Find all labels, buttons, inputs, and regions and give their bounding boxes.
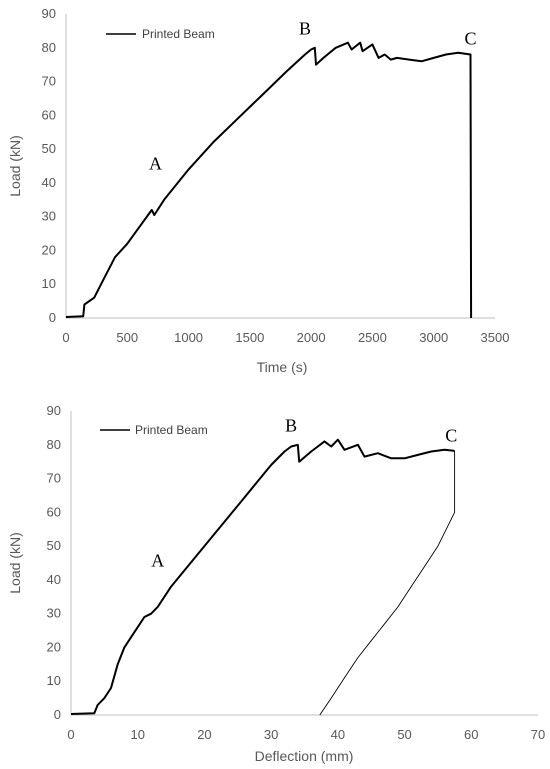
annotation-a: A [151,550,164,570]
y-tick-label: 30 [47,606,61,621]
x-tick-label: 40 [331,727,345,742]
x-tick-label: 10 [130,727,144,742]
x-tick-label: 2500 [358,330,387,345]
x-tick-label: 3000 [419,330,448,345]
x-tick-label: 70 [531,727,545,742]
y-tick-label: 60 [42,107,56,122]
y-tick-label: 50 [47,538,61,553]
y-tick-label: 70 [47,471,61,486]
y-tick-label: 40 [47,572,61,587]
y-tick-label: 0 [49,310,56,325]
y-tick-label: 40 [42,175,56,190]
legend: Printed Beam [106,27,215,41]
x-axis-title: Time (s) [257,359,308,375]
x-axis-title: Deflection (mm) [255,748,354,764]
annotations: A B C [149,18,477,173]
y-tick-label: 60 [47,504,61,519]
chart-deflection: 0 10 20 30 40 50 60 70 80 90 0 10 20 30 40 50 60 70 Prin… [7,403,545,764]
y-tick-label: 20 [47,639,61,654]
y-tick-label: 10 [42,276,56,291]
y-tick-labels: 0 10 20 30 40 50 60 70 80 90 [42,6,56,325]
x-tick-label: 2000 [297,330,326,345]
x-tick-label: 1500 [235,330,264,345]
y-tick-label: 30 [42,209,56,224]
y-axis-title: Load (kN) [7,532,23,593]
annotation-b: B [299,18,311,38]
annotation-b: B [285,415,297,435]
y-tick-label: 80 [47,437,61,452]
y-tick-labels: 0 10 20 30 40 50 60 70 80 90 [47,403,61,722]
x-tick-label: 500 [116,330,138,345]
x-tick-label: 0 [62,330,69,345]
annotation-c: C [464,28,476,48]
y-tick-label: 20 [42,242,56,257]
y-tick-label: 70 [42,74,56,89]
y-tick-label: 90 [47,403,61,418]
x-tick-label: 30 [264,727,278,742]
x-tick-label: 20 [197,727,211,742]
legend-label: Printed Beam [142,27,215,41]
x-tick-label: 50 [397,727,411,742]
y-tick-label: 50 [42,141,56,156]
x-tick-label: 3500 [481,330,510,345]
x-tick-label: 0 [67,727,74,742]
x-tick-labels: 0 500 1000 1500 2000 2500 3000 3500 [62,330,509,345]
chart-time: 0 10 20 30 40 50 60 70 80 90 0 500 1000 1500 2000 2500… [7,6,509,375]
x-tick-label: 1000 [174,330,203,345]
y-tick-label: 10 [47,673,61,688]
y-tick-label: 80 [42,40,56,55]
series-printed-beam-line [65,41,473,319]
series-printed-beam-unloading-line [319,450,456,716]
annotation-a: A [149,153,162,173]
legend: Printed Beam [100,423,208,437]
annotations: A B C [151,415,457,570]
legend-label: Printed Beam [135,423,208,437]
x-tick-label: 60 [464,727,478,742]
series-printed-beam-loading-line [70,438,455,715]
y-axis-title: Load (kN) [7,135,23,196]
annotation-c: C [445,425,457,445]
y-tick-label: 90 [42,6,56,21]
x-tick-labels: 0 10 20 30 40 50 60 70 [67,727,545,742]
y-tick-label: 0 [54,707,61,722]
